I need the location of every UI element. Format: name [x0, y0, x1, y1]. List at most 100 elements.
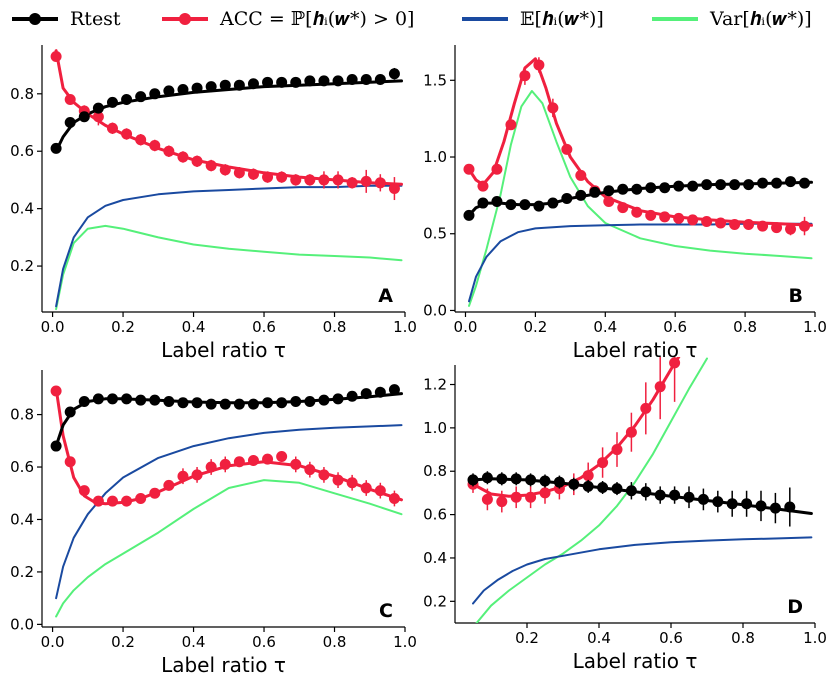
series-ACC-point	[106, 122, 118, 134]
series-ACC-point	[654, 381, 666, 393]
x-tick-label: 0.4	[182, 318, 206, 336]
series-ACC-point	[673, 212, 685, 224]
series-ACC-point	[346, 177, 358, 189]
series-R_test-point	[219, 79, 231, 91]
series-ACC-point	[785, 223, 797, 235]
series-ACC-point	[360, 482, 372, 494]
y-tick-label: 0.4	[10, 510, 34, 528]
series-ACC-point	[304, 174, 316, 186]
series-ACC-point	[617, 202, 629, 214]
x-tick-label: 1.0	[393, 633, 417, 651]
series-R_test-point	[625, 485, 637, 497]
series-R_test-point	[205, 81, 217, 93]
series-ACC-point	[525, 491, 537, 503]
series-R_test-point	[50, 142, 62, 154]
series-R_test-curve	[54, 79, 403, 153]
y-tick-label: 0.0	[423, 301, 447, 319]
series-ACC-point	[205, 461, 217, 473]
series-R_test-point	[701, 179, 713, 191]
series-R_test-point	[374, 386, 386, 398]
legend-item-acc: ACC = ℙ[𝒉ᵢ(𝒘*) > 0]	[162, 6, 414, 32]
x-tick-label: 0.6	[663, 318, 687, 336]
series-ACC-point	[247, 168, 259, 180]
x-tick-label: 0.8	[323, 318, 347, 336]
legend-item-rtest: Rtest	[12, 6, 121, 32]
legend-label-acc: ACC = ℙ[𝒉ᵢ(𝒘*) > 0]	[220, 8, 415, 30]
series-ACC-point	[463, 163, 475, 175]
y-tick-label: 0.8	[423, 462, 447, 480]
y-tick-label: 0.8	[10, 85, 34, 103]
y-tick-label: 0.4	[10, 200, 34, 218]
series-R_test-point	[205, 398, 217, 410]
series-ACC-point	[496, 496, 508, 508]
series-ACC-point	[477, 180, 489, 192]
series-Var-curve	[55, 224, 403, 311]
series-ACC-point	[510, 491, 522, 503]
plot-area	[50, 49, 403, 311]
series-ACC-point	[177, 151, 189, 163]
x-tick-label: 0.8	[323, 633, 347, 651]
series-R_test-point	[539, 475, 551, 487]
x-tick-label: 1.0	[393, 318, 417, 336]
y-tick-label: 0.8	[10, 406, 34, 424]
series-ACC-point	[388, 183, 400, 195]
series-ACC-point	[50, 50, 62, 62]
series-R_test-point	[360, 388, 372, 400]
series-ACC-point	[276, 171, 288, 183]
y-tick-label: 1.0	[423, 148, 447, 166]
series-R_test-point	[106, 96, 118, 108]
series-R_test-point	[669, 489, 681, 501]
series-ACC-point	[729, 219, 741, 231]
series-R_test-point	[290, 395, 302, 407]
series-R_test-point	[611, 483, 623, 495]
series-R_test-point	[177, 397, 189, 409]
series-R_test-point	[276, 76, 288, 88]
x-tick-label: 0.0	[41, 318, 65, 336]
series-R_test-point	[481, 472, 493, 484]
series-ACC-point	[106, 495, 118, 507]
series-R_test-point	[589, 186, 601, 198]
series-ACC-point	[332, 474, 344, 486]
series-R_test-point	[477, 197, 489, 209]
series-R_test-point	[582, 480, 594, 492]
series-ACC-point	[135, 493, 147, 504]
series-ACC-point	[611, 444, 623, 456]
series-R_test-point	[687, 180, 699, 192]
series-ACC-point	[481, 493, 493, 505]
series-R_test-point	[318, 75, 330, 87]
series-R_test-point	[388, 384, 400, 396]
series-ACC-point	[374, 485, 386, 497]
series-R_test-point	[121, 94, 133, 106]
series-R_test-point	[177, 84, 189, 95]
series-Var-curve	[55, 479, 403, 618]
x-tick-label: 0.8	[731, 629, 755, 647]
panel-letter: D	[787, 596, 803, 618]
legend-swatch-rtest	[12, 13, 58, 25]
series-R_test-point	[106, 393, 118, 405]
series-ACC-point	[715, 217, 727, 229]
x-tick-label: 1.0	[803, 318, 827, 336]
series-R_test-point	[757, 177, 769, 189]
x-tick-label: 0.6	[252, 633, 276, 651]
series-R_test-point	[332, 75, 344, 87]
series-ACC-point	[121, 128, 133, 140]
series-R_test-point	[726, 498, 738, 510]
series-R_test-point	[163, 395, 175, 407]
series-R_test-point	[467, 474, 479, 486]
series-R_test-point	[645, 182, 657, 194]
series-R_test-point	[784, 501, 796, 513]
series-R_test-point	[360, 73, 372, 85]
series-R_test-point	[276, 397, 288, 409]
series-R_test-point	[533, 200, 545, 212]
series-ACC-point	[701, 215, 713, 227]
legend-item-var: Var[𝒉ᵢ(𝒘*)]	[652, 6, 812, 32]
series-R_test-point	[149, 88, 161, 100]
series-ACC-curve	[467, 57, 813, 227]
series-R_test-point	[496, 473, 508, 485]
series-R_test-point	[715, 179, 727, 191]
series-R_test-point	[121, 393, 133, 405]
series-R_test-point	[659, 182, 671, 194]
series-ACC-point	[799, 220, 811, 232]
series-ACC-point	[505, 119, 517, 131]
